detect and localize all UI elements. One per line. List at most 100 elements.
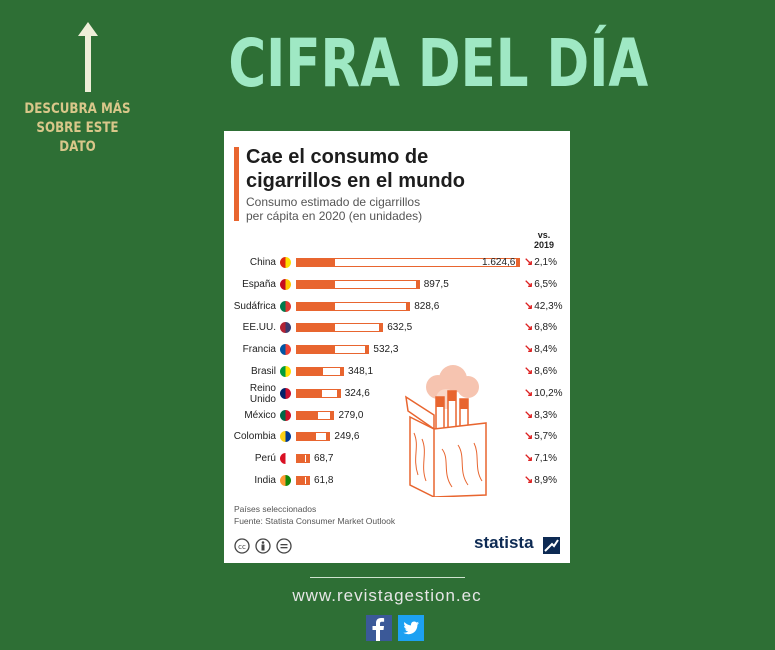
change-label: ↘8,6% (524, 365, 564, 378)
statista-logo[interactable]: statista (474, 533, 534, 552)
bar-row: Perú 68,7 ↘7,1% (224, 453, 570, 473)
change-header-line2: 2019 (533, 240, 555, 250)
flag-pe-icon (280, 453, 291, 465)
country-label: Sudáfrica (233, 300, 276, 312)
change-label: ↘10,2% (524, 387, 564, 399)
cigarette-filter (296, 345, 334, 355)
change-label: ↘2,1% (524, 256, 564, 269)
change-value: 2,1% (534, 257, 558, 268)
bar-row: Brasil 348,1 ↘8,6% (224, 366, 570, 386)
change-label: ↘42,3% (524, 299, 564, 312)
chart-subtitle-line2: per cápita en 2020 (en unidades) (246, 209, 423, 223)
change-value: 8,3% (534, 409, 558, 421)
cigarette-filter (296, 476, 304, 485)
value-label: 1.624,6 (482, 257, 516, 268)
footer-divider (310, 577, 465, 578)
facebook-icon[interactable] (366, 615, 392, 641)
cigarette-filter (296, 367, 323, 376)
change-value: 7,1% (534, 453, 558, 465)
cigarette-tip (366, 345, 370, 355)
change-label: ↘5,7% (524, 430, 564, 443)
change-value: 8,9% (534, 475, 558, 486)
country-label: China (249, 257, 276, 268)
cigarette-bar (296, 367, 344, 376)
value-label: 348,1 (347, 366, 374, 377)
cigarette-filter (296, 410, 318, 420)
change-label: ↘8,4% (524, 344, 564, 356)
change-value: 8,4% (534, 344, 558, 356)
flag-es-icon (280, 278, 291, 290)
cigarette-bar (296, 432, 331, 442)
statista-logo-icon (543, 537, 560, 554)
side-note-line2: SOBRE ESTE DATO (36, 120, 119, 155)
chart-title: Cae el consumo de cigarrillos en el mund… (246, 145, 556, 193)
bar-row: Francia 532,3 ↘8,4% (224, 344, 570, 364)
change-header-line1: vs. (537, 230, 551, 240)
site-link[interactable]: www.revistagestion.ec (292, 586, 482, 605)
headline: CIFRA DEL DÍA (228, 25, 649, 102)
chart-title-line2: cigarrillos en el mundo (246, 170, 465, 192)
value-label: 61,8 (314, 475, 334, 486)
twitter-icon[interactable] (398, 615, 424, 641)
down-arrow-icon: ↘ (524, 474, 534, 486)
flag-za-icon (280, 300, 291, 312)
country-label: Francia (242, 344, 276, 356)
cigarette-filter (296, 301, 334, 311)
cigarette-pack-illustration (405, 365, 487, 497)
cigarette-tip (331, 410, 335, 420)
notes-line1: Países seleccionados (234, 504, 317, 514)
value-label: 828,6 (414, 300, 440, 312)
bar-row: Sudáfrica 828,6 ↘42,3% (224, 299, 570, 321)
cigarette-tip (380, 323, 384, 333)
country-label: India (254, 475, 276, 486)
value-label: 279,0 (338, 409, 364, 421)
cigarette-paper (314, 432, 328, 442)
change-label: ↘8,9% (524, 474, 564, 487)
change-value: 8,6% (534, 366, 558, 377)
cigarette-paper (334, 301, 408, 311)
down-arrow-icon: ↘ (524, 430, 534, 443)
creative-commons-icon[interactable]: cc (234, 537, 294, 555)
down-arrow-icon: ↘ (524, 365, 534, 377)
country-label: Perú (254, 453, 276, 465)
cigarette-bar (296, 345, 370, 355)
side-note[interactable]: DESCUBRA MÁS SOBRE ESTE DATO (18, 100, 137, 157)
down-arrow-icon: ↘ (524, 256, 534, 268)
up-arrow-icon (78, 22, 98, 92)
down-arrow-icon: ↘ (524, 452, 534, 465)
cigarette-bar (296, 258, 520, 267)
value-label: 632,5 (387, 322, 413, 334)
bar-row: México 279,0 ↘8,3% (224, 409, 570, 430)
svg-text:cc: cc (238, 543, 246, 551)
cigarette-paper (320, 388, 338, 398)
flag-fr-icon (280, 344, 291, 356)
change-value: 42,3% (534, 300, 563, 312)
bar-row: España 897,5 ↘6,5% (224, 277, 570, 299)
down-arrow-icon: ↘ (524, 277, 534, 290)
flag-br-icon (280, 366, 291, 377)
source-line: Fuente: Statista Consumer Market Outlook (234, 516, 396, 526)
country-label: Colombia (233, 431, 276, 443)
bar-row: Colombia 249,6 ↘5,7% (224, 431, 570, 451)
bar-row: India 61,8 ↘8,9% (224, 475, 570, 495)
cigarette-tip (416, 279, 420, 289)
value-label: 68,7 (314, 453, 334, 465)
cigarette-tip (407, 301, 411, 311)
cigarette-paper (322, 367, 341, 376)
cigarette-bar (296, 301, 411, 311)
cigarette-paper (334, 345, 367, 355)
bar-row: Reino Unido 324,6 ↘10,2% (224, 383, 570, 408)
country-label-line2: Unido (249, 393, 276, 405)
side-note-line1: DESCUBRA MÁS (24, 101, 131, 117)
change-label: ↘6,8% (524, 322, 564, 334)
change-label: ↘8,3% (524, 409, 564, 421)
cigarette-bar (296, 279, 420, 289)
flag-in-icon (280, 475, 291, 486)
flag-gb-icon (280, 387, 291, 399)
change-value: 6,5% (534, 278, 558, 290)
down-arrow-icon: ↘ (524, 299, 534, 312)
country-label: España (242, 278, 276, 290)
cigarette-filter (296, 258, 334, 267)
country-label: México (244, 409, 276, 421)
cigarette-filter (296, 323, 334, 333)
